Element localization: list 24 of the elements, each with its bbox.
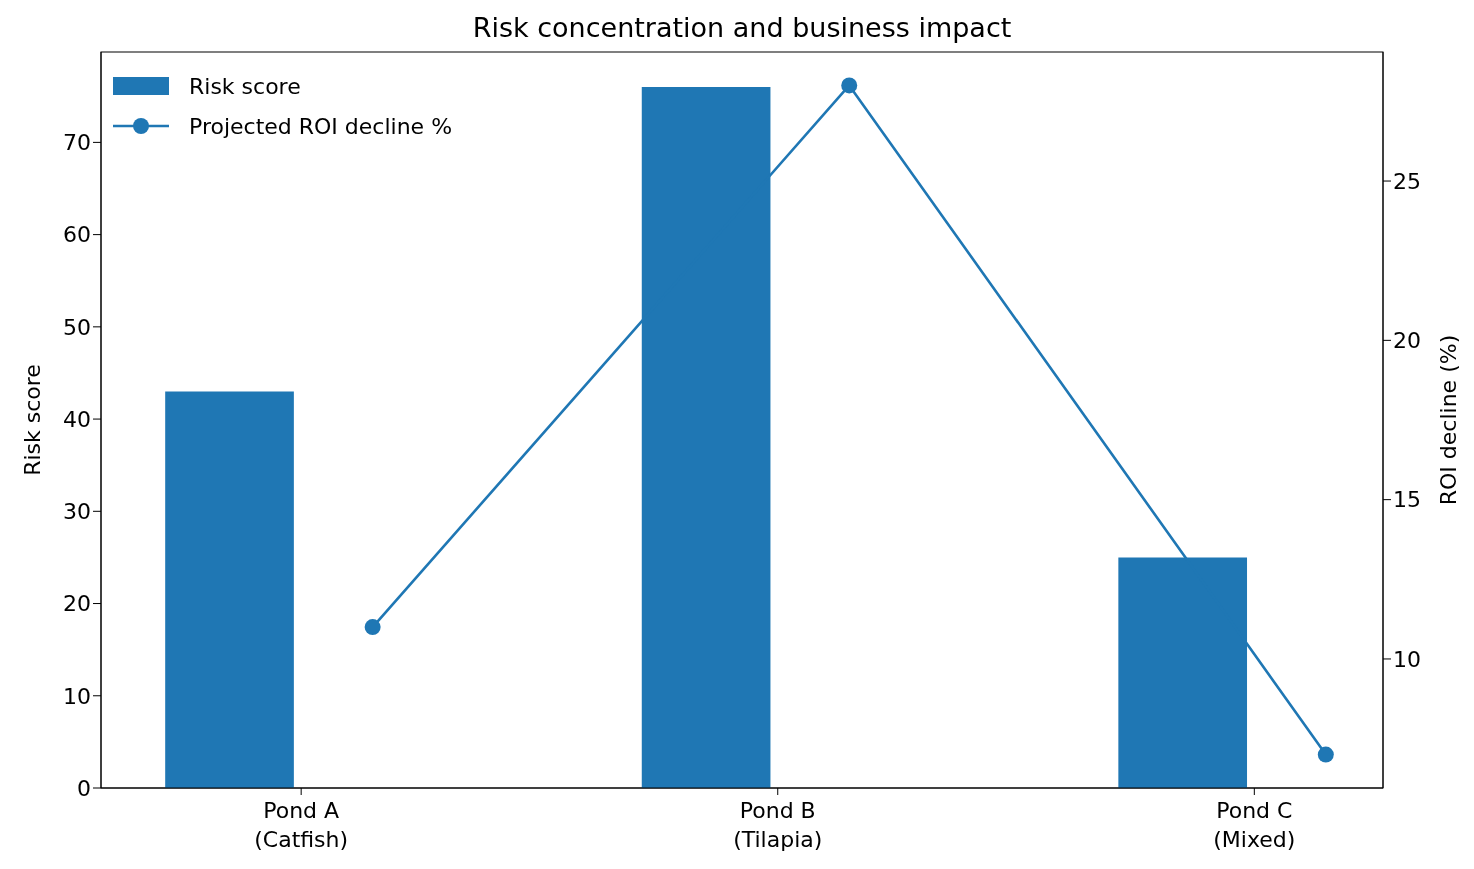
y-tick-label: 30 — [63, 499, 91, 525]
chart-title: Risk concentration and business impact — [471, 12, 1013, 43]
x-tick-label: Pond B (Tilapia) — [733, 798, 823, 852]
y2-tick-label: 15 — [1393, 487, 1421, 513]
x-tick-label: Pond C (Mixed) — [1213, 798, 1296, 852]
y-tick-label: 60 — [63, 222, 91, 248]
y-axis-title: Risk score — [19, 364, 45, 476]
y2-tick-label: 25 — [1393, 168, 1421, 194]
point — [1317, 746, 1334, 763]
y2-tick-label: 10 — [1393, 646, 1421, 672]
y-tick-label: 0 — [77, 775, 91, 801]
y2-axis-title: ROI decline (%) — [1435, 334, 1461, 506]
y-tick-label: 50 — [63, 314, 91, 340]
point — [841, 77, 858, 94]
y-tick-label: 10 — [63, 683, 91, 709]
point — [364, 619, 381, 636]
bar — [165, 391, 294, 788]
y-tick-label: 70 — [63, 130, 91, 156]
legend-label: Risk score — [189, 73, 301, 99]
y-tick-label: 20 — [63, 591, 91, 617]
y-tick-label: 40 — [63, 406, 91, 432]
x-tick-label: Pond A (Catfish) — [254, 798, 349, 852]
legend-label: Projected ROI decline % — [189, 113, 453, 139]
y2-tick-label: 20 — [1393, 328, 1421, 354]
